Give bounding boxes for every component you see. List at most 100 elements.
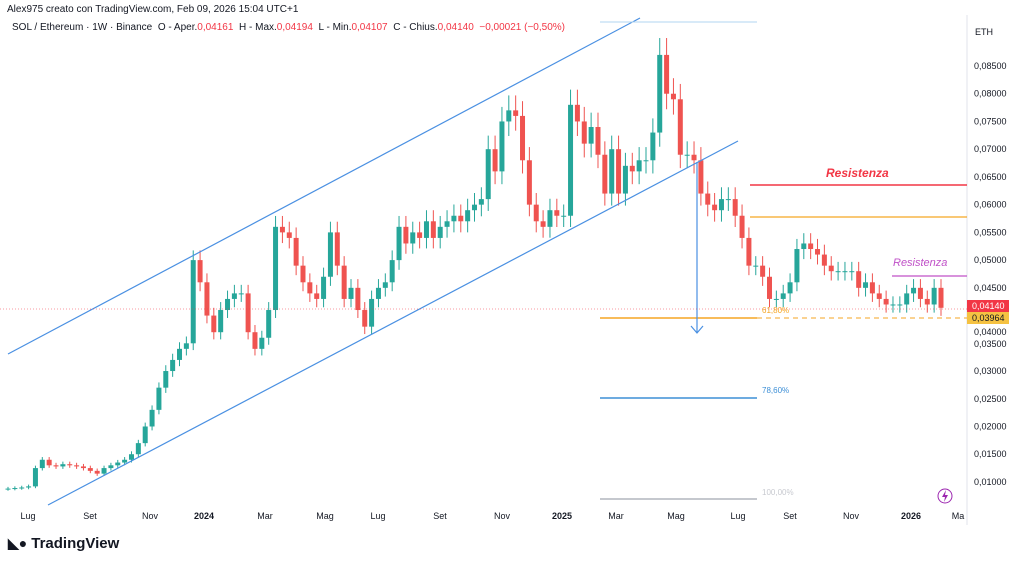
candle-body [177,348,183,360]
candle-body [780,293,786,299]
candle [389,250,395,292]
candle [794,238,800,292]
candle-body [190,260,196,344]
candle-body [650,132,656,161]
candle [218,302,224,340]
x-tick-label: Ma [952,511,965,521]
candle-body [938,287,944,308]
candle-body [609,149,615,194]
candle [581,106,587,158]
tradingview-logo-icon: ◣● [8,535,28,551]
candle [39,457,45,471]
candle-body [472,204,477,211]
close-value: 0,04140 [437,22,474,33]
candle-body [355,287,361,311]
candle [773,290,779,308]
channel-lower-line[interactable] [47,140,739,506]
candle [547,198,553,238]
down-arrow-icon[interactable] [690,162,704,334]
tradingview-logo[interactable]: ◣● TradingView [8,535,119,552]
candle-body [691,154,697,161]
low-label: L - Min. [318,22,352,33]
candle [259,330,265,356]
candle [170,353,176,377]
last-price-tag [967,300,1009,312]
candle [718,187,724,222]
candle-body [115,462,121,466]
open-label: O - Aper. [157,22,198,33]
y-tick-label: 0,02500 [974,394,1007,404]
candle [32,465,38,489]
x-tick-label: Set [433,511,447,521]
candle [197,250,203,292]
candle-body [245,293,251,333]
candle [746,227,752,276]
candle-body [821,254,827,266]
candle-body [897,304,903,306]
x-tick-label: Mar [608,511,624,521]
candle [869,273,875,302]
candle-body [348,287,354,299]
candle-body [403,226,409,244]
candle [458,204,464,233]
candle [622,152,628,206]
candle-body [12,488,18,490]
currency-label: ETH [975,27,993,37]
x-tick-label: Lug [370,511,385,521]
candle [691,141,697,174]
candle-body [622,165,628,194]
candle [465,198,471,233]
candle-body [835,271,841,273]
candle-body [863,282,869,288]
channel-upper-line[interactable] [7,17,641,355]
candle-body [94,470,100,474]
candle-body [396,226,402,261]
candle [684,141,690,169]
candle [108,462,114,471]
y-tick-label: 0,02000 [974,421,1007,431]
candle-body [279,226,285,233]
candle [712,193,718,222]
candle [485,135,491,211]
candle-body [53,465,59,467]
candle-body [362,310,368,327]
tradingview-logo-text: TradingView [31,535,120,552]
candle-body [307,282,313,294]
candle-body [19,487,25,489]
candle [753,256,759,276]
candle-body [677,99,683,155]
candle [931,279,937,313]
change-value: −0,00021 (−0,50%) [479,22,565,33]
candle-body [890,304,896,306]
candle-body [643,160,649,162]
candle-body [5,488,11,490]
candle [554,198,560,228]
candle-body [273,226,279,311]
candle-body [568,104,574,216]
candle-body [465,210,471,222]
candle [513,95,519,131]
candle-body [423,221,429,238]
candle [609,135,615,206]
candle [472,193,477,222]
candle-body [588,127,594,144]
candle [362,302,368,335]
candle-body [602,154,608,194]
candle-body [526,160,532,205]
y-tick-label: 0,08000 [974,89,1007,99]
candle [629,152,635,185]
candle-body [718,199,724,211]
candle [561,204,567,228]
low-value: 0,04107 [351,22,388,33]
support-price-label: 0,03964 [972,313,1005,323]
candle-body [197,260,203,283]
candle [211,307,217,340]
price-chart[interactable]: ETH 0,08500 0,08000 0,07500 0,07000 0,06500 0… [0,0,1024,530]
candle [94,468,100,476]
x-tick-label: Set [783,511,797,521]
candle-body [492,149,498,172]
lightning-icon[interactable] [937,488,953,504]
candle-body [430,221,436,238]
candle [437,215,443,249]
